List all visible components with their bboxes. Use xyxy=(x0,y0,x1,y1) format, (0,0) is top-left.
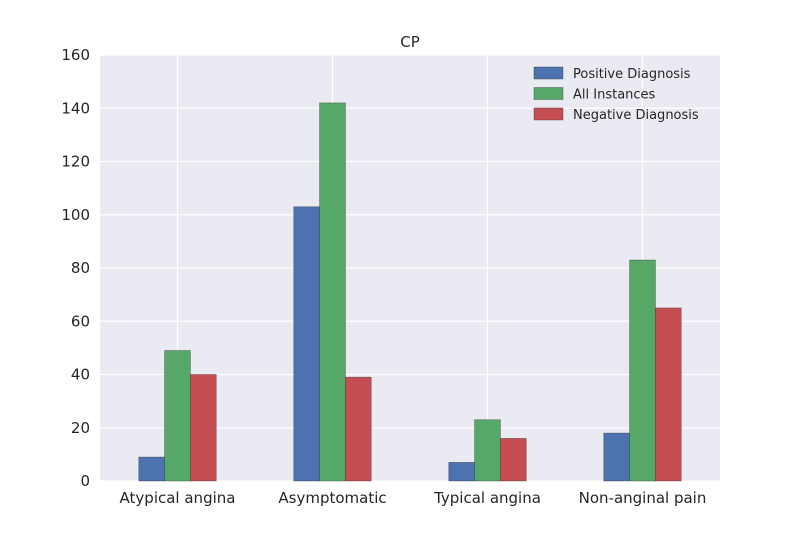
legend-label: Negative Diagnosis xyxy=(573,108,699,123)
chart-title: CP xyxy=(400,33,420,51)
bar xyxy=(603,432,630,482)
x-category-label: Asymptomatic xyxy=(278,489,386,507)
bar xyxy=(629,259,656,482)
bar xyxy=(500,438,527,482)
bar xyxy=(448,462,475,482)
bar xyxy=(293,206,320,482)
legend-swatch xyxy=(533,87,564,100)
bar xyxy=(190,374,217,482)
legend: Positive Diagnosis All Instances Negative … xyxy=(533,66,699,123)
y-tick-label: 0 xyxy=(80,472,90,490)
y-tick-label: 140 xyxy=(61,99,90,117)
y-tick-label: 20 xyxy=(71,419,90,437)
y-tick-label: 80 xyxy=(71,259,90,277)
bar xyxy=(319,102,346,482)
bars xyxy=(138,102,682,482)
bar xyxy=(138,456,165,482)
y-axis-ticks: 0 20 40 60 80 100 120 140 160 xyxy=(61,46,90,490)
bar xyxy=(345,376,372,482)
y-tick-label: 40 xyxy=(71,366,90,384)
x-axis-categories: Atypical angina Asymptomatic Typical angin… xyxy=(120,489,707,507)
legend-swatch xyxy=(533,107,564,121)
bar xyxy=(655,307,682,482)
legend-label: All Instances xyxy=(573,88,656,103)
y-tick-label: 120 xyxy=(61,153,90,171)
legend-swatch xyxy=(533,66,564,80)
bar xyxy=(164,350,191,482)
y-tick-label: 60 xyxy=(71,312,90,330)
x-category-label: Atypical angina xyxy=(120,489,236,507)
bar xyxy=(474,419,501,482)
y-tick-label: 100 xyxy=(61,206,90,224)
x-category-label: Typical angina xyxy=(433,489,541,507)
y-tick-label: 160 xyxy=(61,46,90,64)
legend-label: Positive Diagnosis xyxy=(573,67,691,82)
x-category-label: Non-anginal pain xyxy=(579,489,707,507)
